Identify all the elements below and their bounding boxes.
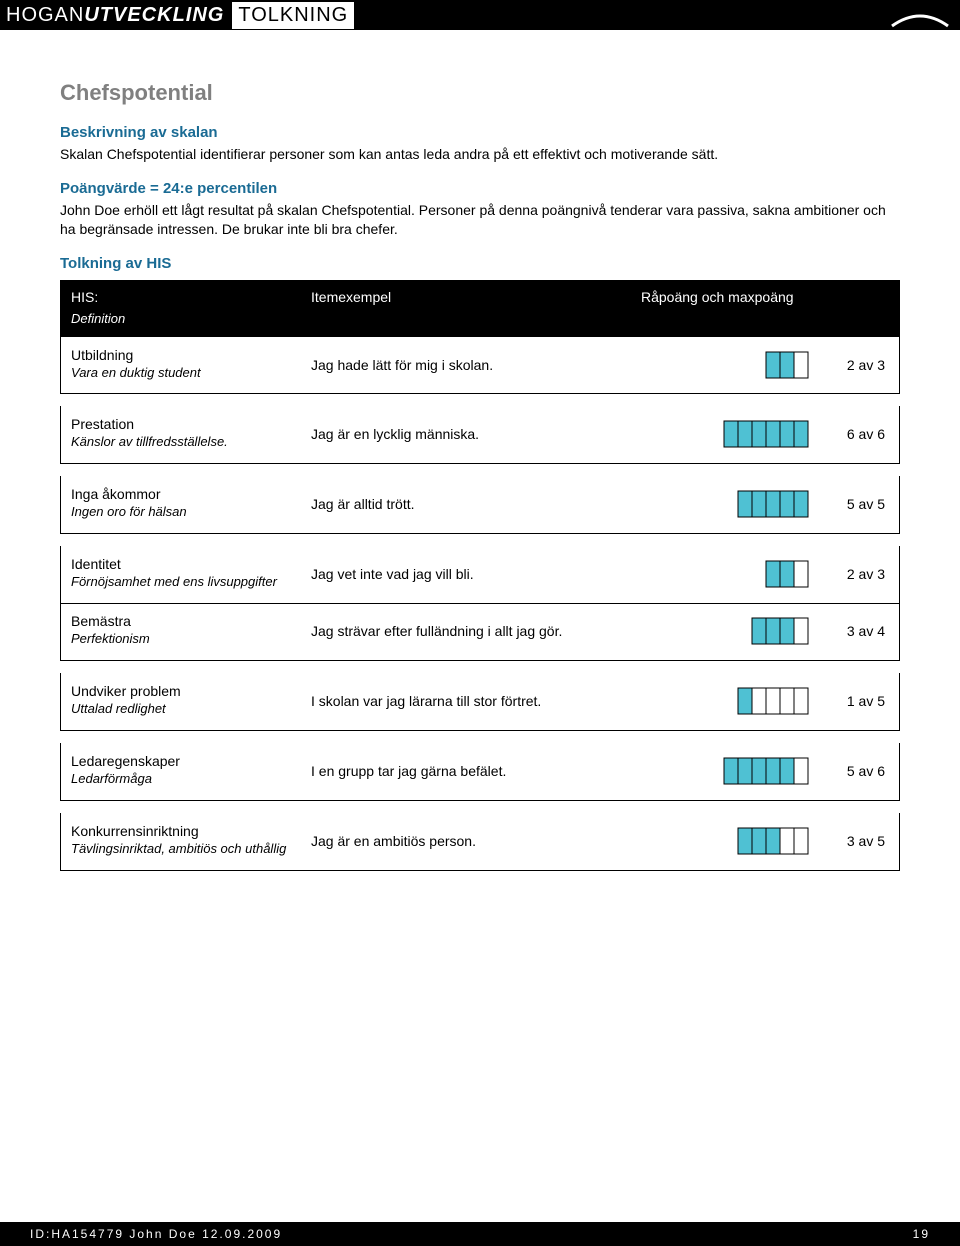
row-chart (765, 351, 809, 379)
footer-right: 19 (913, 1227, 930, 1241)
row-item: I en grupp tar jag gärna befälet. (311, 763, 506, 779)
section3-head: Tolkning av HIS (60, 255, 900, 272)
page-content: Chefspotential Beskrivning av skalan Ska… (0, 30, 960, 903)
row-chart (737, 827, 809, 855)
footer-left: ID:HA154779 John Doe 12.09.2009 (30, 1227, 282, 1241)
row-chart (737, 490, 809, 518)
row-item: Jag är en ambitiös person. (311, 833, 476, 849)
row-score-text: 1 av 5 (847, 693, 885, 709)
page-title: Chefspotential (60, 80, 900, 106)
row-item: Jag hade lätt för mig i skolan. (311, 357, 493, 373)
row-desc: Vara en duktig student (71, 365, 301, 380)
th-col2: Itemexempel (311, 289, 391, 305)
row-item: Jag vet inte vad jag vill bli. (311, 566, 474, 582)
row-desc: Ingen oro för hälsan (71, 504, 301, 519)
section1-body: Skalan Chefspotential identifierar perso… (60, 145, 900, 164)
row-chart (751, 617, 809, 645)
row-score-text: 2 av 3 (847, 357, 885, 373)
th-col3: Råpoäng och maxpoäng (641, 289, 794, 305)
row-score-text: 3 av 4 (847, 623, 885, 639)
section2-body: John Doe erhöll ett lågt resultat på ska… (60, 201, 900, 239)
table-header: HIS: Definition Itemexempel Råpoäng och … (60, 280, 900, 336)
rows-container: UtbildningVara en duktig studentJag hade… (60, 336, 900, 871)
brand-part2: UTVECKLING (84, 4, 224, 27)
row-chart (737, 687, 809, 715)
row-score-text: 3 av 5 (847, 833, 885, 849)
swoosh-icon (890, 0, 950, 32)
table-row: UtbildningVara en duktig studentJag hade… (60, 336, 900, 394)
row-desc: Förnöjsamhet med ens livsuppgifter (71, 574, 301, 589)
table-row: BemästraPerfektionismJag strävar efter f… (60, 603, 900, 661)
table-row: Undviker problemUttalad redlighetI skola… (60, 673, 900, 731)
row-desc: Perfektionism (71, 631, 301, 646)
row-desc: Ledarförmåga (71, 771, 301, 786)
table-row: Inga åkommorIngen oro för hälsanJag är a… (60, 476, 900, 534)
row-score-text: 2 av 3 (847, 566, 885, 582)
th-col1b: Definition (71, 311, 125, 326)
row-desc: Uttalad redlighet (71, 701, 301, 716)
th-col1: HIS: (71, 289, 98, 305)
footer-bar: ID:HA154779 John Doe 12.09.2009 19 (0, 1222, 960, 1246)
section2-head: Poängvärde = 24:e percentilen (60, 180, 900, 197)
section1-head: Beskrivning av skalan (60, 124, 900, 141)
row-item: I skolan var jag lärarna till stor förtr… (311, 693, 541, 709)
row-item: Jag är en lycklig människa. (311, 426, 479, 442)
header-bar: HOGAN UTVECKLING TOLKNING (0, 0, 960, 30)
row-desc: Tävlingsinriktad, ambitiös och uthållig (71, 841, 301, 856)
row-score-text: 6 av 6 (847, 426, 885, 442)
table-row: KonkurrensinriktningTävlingsinriktad, am… (60, 813, 900, 871)
row-chart (765, 560, 809, 588)
row-score-text: 5 av 6 (847, 763, 885, 779)
row-item: Jag är alltid trött. (311, 496, 415, 512)
row-item: Jag strävar efter fulländning i allt jag… (311, 623, 562, 639)
brand-part1: HOGAN (6, 4, 84, 27)
table-row: IdentitetFörnöjsamhet med ens livsuppgif… (60, 546, 900, 604)
row-desc: Känslor av tillfredsställelse. (71, 434, 301, 449)
row-score-text: 5 av 5 (847, 496, 885, 512)
table-row: PrestationKänslor av tillfredsställelse.… (60, 406, 900, 464)
row-chart (723, 757, 809, 785)
header-brand: HOGAN UTVECKLING TOLKNING (6, 2, 354, 29)
table-row: LedaregenskaperLedarförmågaI en grupp ta… (60, 743, 900, 801)
brand-part3: TOLKNING (232, 2, 354, 29)
row-chart (723, 420, 809, 448)
